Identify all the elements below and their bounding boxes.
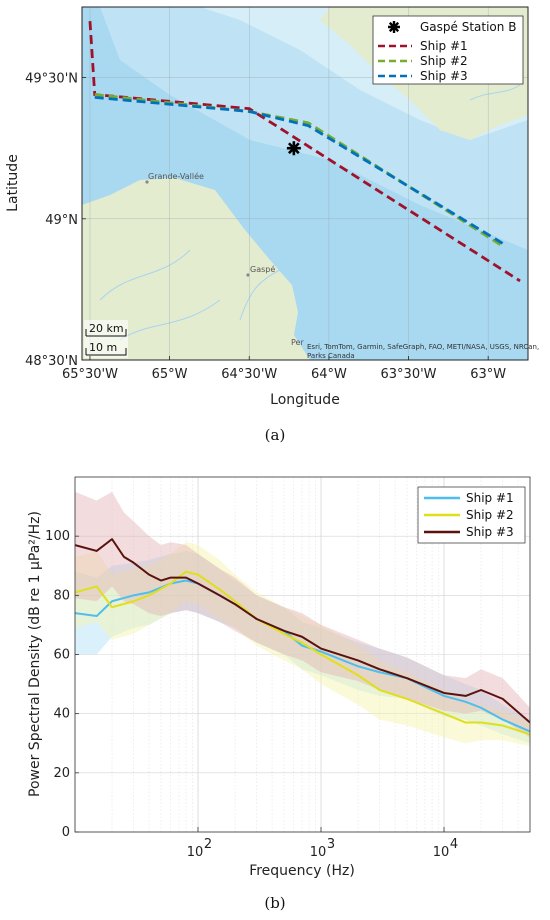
- map-legend-box: [372, 15, 524, 85]
- scale-bar: 20 km 10 m: [84, 320, 128, 358]
- station-star: [286, 141, 301, 156]
- map-legend-ship1-label: Ship #1: [420, 39, 468, 53]
- map-axes-box: [81, 6, 529, 361]
- map-x-ticks: 65°30'W 65°W 64°30'W 64°W 63°30'W 63°W: [62, 356, 506, 382]
- psd-x-axis-label: Frequency (Hz): [249, 863, 355, 879]
- place-label-grande-vallee: Grande-Vallée: [148, 171, 204, 181]
- ship-track-1: [88, 21, 521, 283]
- psd-y-tick-label-4: 80: [53, 588, 70, 603]
- panel-b-label: (b): [264, 894, 285, 912]
- map-y-axis-label: Latitude: [5, 154, 21, 212]
- scale-bar-m: [85, 348, 127, 356]
- psd-x-tick-exp-2: 4: [450, 837, 458, 852]
- psd-x-tick-label-0: 10: [187, 845, 204, 860]
- map-x-tick-label-1: 65°W: [152, 367, 188, 382]
- map-rivers: [99, 249, 281, 341]
- map-y-tick-label-2: 48°30'N: [25, 354, 78, 369]
- place-label-gaspe: Gaspé: [250, 264, 275, 274]
- map-attribution-line2: Parks Canada: [307, 352, 355, 360]
- psd-y-ticks: 0 20 40 60 80 100: [45, 529, 79, 840]
- ship-track-3: [94, 95, 505, 246]
- map-x-tick-label-5: 63°W: [470, 367, 506, 382]
- psd-x-tick-exp-1: 3: [327, 837, 335, 852]
- panel-a-label: (a): [265, 426, 286, 444]
- scale-label-km: 20 km: [89, 322, 124, 335]
- map-y-ticks: 49°30'N 49°N 48°30'N: [25, 72, 86, 369]
- place-label-perce: Per: [291, 338, 304, 347]
- map-x-tick-label-2: 64°30'W: [221, 367, 277, 382]
- psd-y-tick-label-5: 100: [45, 529, 70, 544]
- psd-y-tick-label-0: 0: [62, 825, 70, 840]
- psd-series-lines: [75, 538, 530, 736]
- psd-y-tick-label-1: 20: [53, 766, 70, 781]
- map-attribution-line1: Esri, TomTom, Garmin, SafeGraph, FAO, ME…: [307, 343, 539, 351]
- station-marker: [286, 141, 301, 156]
- psd-y-tick-label-2: 40: [53, 707, 70, 722]
- gaspe-dot: [246, 273, 250, 277]
- psd-x-tick-label-2: 10: [433, 845, 450, 860]
- scale-bar-km: [85, 329, 127, 337]
- grande-vallee-dot: [145, 180, 149, 184]
- legend-station-star: [388, 21, 400, 33]
- psd-line-ship3: [75, 538, 530, 724]
- psd-line-ship2: [75, 570, 530, 736]
- map-panel: Grande-Vallée Gaspé Per 20 km 10 m Esri,…: [5, 6, 539, 444]
- map-x-tick-label-0: 65°30'W: [62, 367, 118, 382]
- psd-legend-ship2-label: Ship #2: [466, 508, 514, 522]
- psd-legend: Ship #1 Ship #2 Ship #3: [417, 486, 526, 544]
- psd-band-ship1: [75, 550, 530, 744]
- psd-x-tick-label-1: 10: [310, 845, 327, 860]
- map-legend-ship3-label: Ship #3: [420, 69, 468, 83]
- legend-station-marker: [388, 21, 400, 33]
- scale-bar-box: [84, 320, 128, 358]
- map-legend: Gaspé Station B Ship #1 Ship #2 Ship #3: [372, 15, 524, 85]
- psd-band-ship3: [75, 491, 530, 738]
- psd-legend-ship3-label: Ship #3: [466, 525, 514, 539]
- map-x-tick-label-4: 63°30'W: [381, 367, 437, 382]
- map-x-tick-label-3: 64°W: [311, 367, 347, 382]
- scale-label-m: 10 m: [89, 341, 117, 354]
- map-x-axis-label: Longitude: [270, 392, 340, 408]
- map-legend-ship2-label: Ship #2: [420, 54, 468, 68]
- psd-x-tick-exp-0: 2: [204, 837, 212, 852]
- map-land-south: [82, 178, 310, 360]
- map-y-tick-label-1: 49°N: [45, 213, 78, 228]
- psd-legend-ship1-label: Ship #1: [466, 491, 514, 505]
- ship-tracks: [88, 21, 521, 283]
- psd-y-tick-label-3: 60: [53, 648, 70, 663]
- map-y-tick-label-0: 49°30'N: [25, 72, 78, 87]
- legend-station-label: Gaspé Station B: [420, 20, 516, 34]
- psd-y-axis-label: Power Spectral Density (dB re 1 µPa²/Hz): [27, 511, 43, 797]
